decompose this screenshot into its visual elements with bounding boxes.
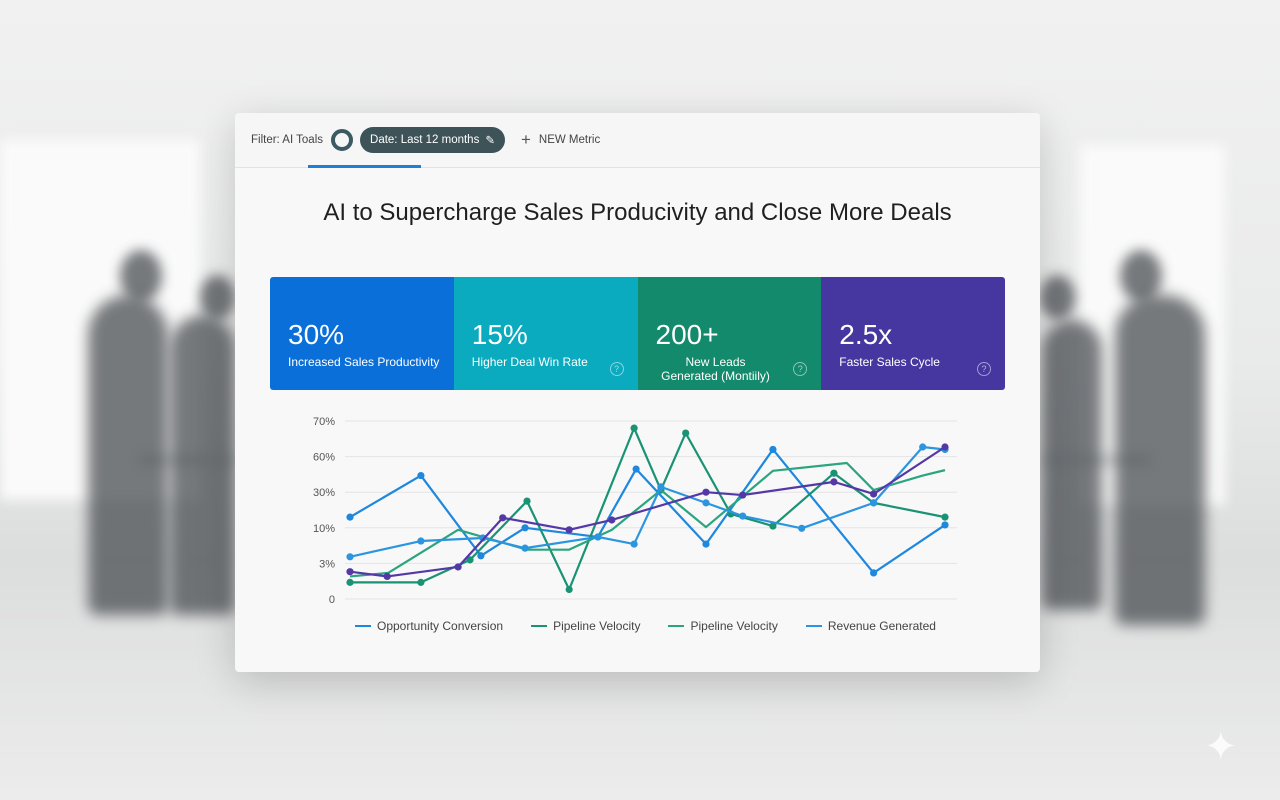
data-point[interactable] [702,488,710,496]
data-point[interactable] [608,516,616,524]
legend-label: Pipeline Velocity [553,619,641,633]
active-tab-indicator [308,165,421,168]
data-point[interactable] [830,469,838,477]
data-point[interactable] [870,490,878,498]
legend-label: Opportunity Conversion [377,619,504,633]
new-metric-label: NEW Metric [538,134,601,146]
y-tick-label: 60% [313,452,335,464]
data-point[interactable] [499,514,507,522]
data-point[interactable] [454,563,462,571]
kpi-card-win-rate: 15% Higher Deal Win Rate ? [453,277,638,390]
date-filter-chip[interactable]: Date: Last 12 months ✎ [360,127,505,153]
dashboard-card: Filter: AI Toals Date: Last 12 months ✎ … [235,113,1040,672]
y-tick-label: 0 [329,594,335,606]
series-line [349,448,946,574]
data-point[interactable] [565,585,573,594]
data-point[interactable] [941,443,949,451]
line-chart: 0 3% 10% 30% 60% 70% [313,416,957,606]
data-point[interactable] [798,524,806,532]
data-point[interactable] [594,533,602,541]
kpi-value: 15% [471,319,528,350]
kpi-label: Increased Sales Productivity [288,355,440,369]
ring-icon[interactable] [331,129,354,151]
data-point[interactable] [346,568,354,576]
kpi-value: 30% [288,319,345,350]
page-title: AI to Supercharge Sales Producivity and … [323,199,952,226]
legend-item[interactable]: Pipeline Velocity [668,619,778,633]
data-point[interactable] [702,499,710,507]
series-line [349,446,946,578]
data-point[interactable] [739,491,747,499]
data-point[interactable] [941,521,949,529]
data-point[interactable] [417,537,425,545]
kpi-label: Higher Deal Win Rate [471,355,588,369]
legend-item[interactable]: Opportunity Conversion [355,619,503,633]
data-point[interactable] [417,471,425,480]
kpi-card-leads: 200+ New Leads Generated (Montiily) ? [637,277,822,390]
data-point[interactable] [630,424,638,432]
date-chip-label: Date: Last 12 months [370,134,480,146]
data-point[interactable] [383,572,391,581]
kpi-label: Faster Sales Cycle [839,355,940,369]
data-point[interactable] [702,540,710,548]
sparkle-icon: ✦ [1204,725,1238,769]
kpi-row: 30% Increased Sales Productivity 15% Hig… [270,277,1005,390]
data-point[interactable] [769,522,777,530]
new-metric-button[interactable]: + NEW Metric [521,130,600,150]
data-point[interactable] [346,553,354,561]
kpi-card-productivity: 30% Increased Sales Productivity [270,277,454,390]
data-point[interactable] [346,578,354,586]
data-point[interactable] [870,499,878,507]
kpi-label: New Leads Generated (Montiily) [661,355,770,383]
help-icon[interactable]: ? [793,362,808,376]
data-point[interactable] [630,540,638,548]
data-point[interactable] [919,443,927,451]
data-point[interactable] [477,552,485,560]
y-tick-label: 10% [313,523,335,535]
kpi-value: 200+ [655,319,719,350]
data-point[interactable] [739,512,747,520]
legend-swatch [531,625,548,627]
data-point[interactable] [657,483,665,491]
help-icon[interactable]: ? [609,362,624,376]
y-tick-label: 3% [319,558,335,570]
data-point[interactable] [870,569,878,577]
data-point[interactable] [830,478,838,486]
filter-toolbar: Filter: AI Toals Date: Last 12 months ✎ … [235,113,1040,168]
data-point[interactable] [523,497,531,505]
data-point[interactable] [346,513,354,521]
legend-swatch [668,625,685,627]
data-point[interactable] [632,465,640,473]
y-tick-label: 70% [313,416,335,428]
plus-icon: + [520,130,531,149]
data-point[interactable] [466,556,474,564]
legend-label: Revenue Generated [827,619,936,633]
y-tick-label: 30% [313,487,335,499]
data-point[interactable] [769,445,777,454]
data-point[interactable] [941,513,949,521]
data-point[interactable] [417,578,425,586]
kpi-value: 2.5x [839,319,893,350]
data-point[interactable] [521,544,529,552]
data-point[interactable] [565,526,573,534]
legend-label: Pipeline Velocity [690,619,778,633]
pencil-icon[interactable]: ✎ [485,135,495,147]
data-point[interactable] [682,429,690,437]
legend-swatch [805,625,822,627]
kpi-card-sales-cycle: 2.5x Faster Sales Cycle ? [821,277,1005,390]
legend-swatch [355,625,371,627]
legend-item[interactable]: Pipeline Velocity [531,619,640,633]
chart-legend: Opportunity Conversion Pipeline Velocity P… [355,619,936,633]
help-icon[interactable]: ? [977,362,991,376]
filter-label[interactable]: Filter: AI Toals [251,134,324,146]
legend-item[interactable]: Revenue Generated [805,619,936,633]
data-point[interactable] [521,524,529,532]
